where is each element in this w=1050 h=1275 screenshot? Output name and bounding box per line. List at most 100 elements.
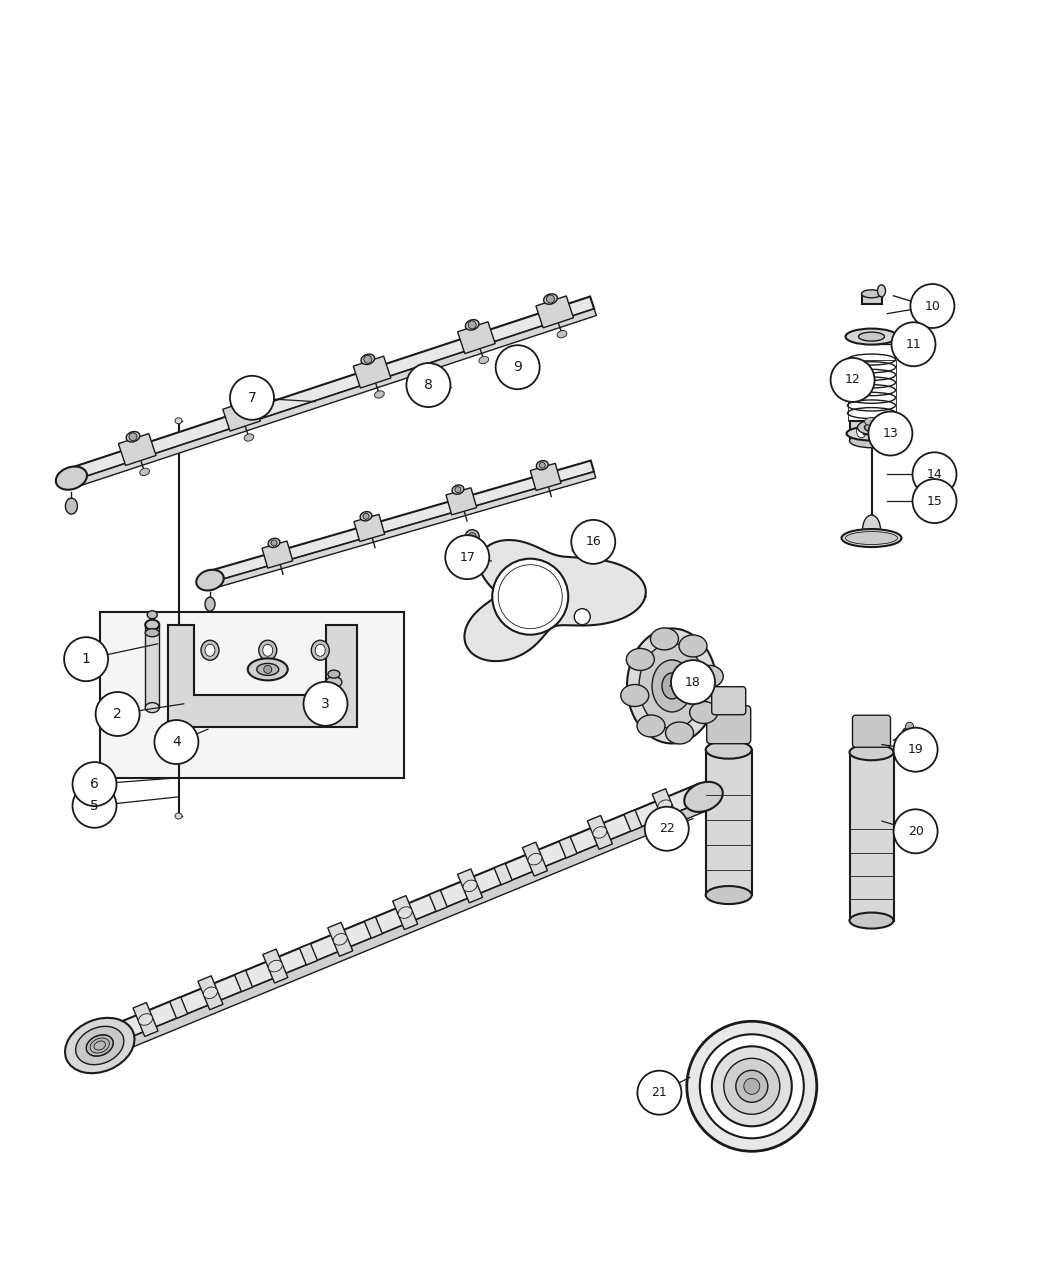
- Circle shape: [637, 1071, 681, 1114]
- Ellipse shape: [845, 329, 898, 344]
- Circle shape: [271, 539, 277, 546]
- Ellipse shape: [145, 620, 160, 630]
- Circle shape: [154, 720, 198, 764]
- Ellipse shape: [849, 745, 894, 760]
- Circle shape: [712, 1047, 792, 1126]
- Text: 7: 7: [248, 391, 256, 404]
- Ellipse shape: [558, 330, 567, 338]
- Polygon shape: [211, 472, 595, 589]
- Text: 12: 12: [844, 374, 861, 386]
- Text: 15: 15: [926, 495, 943, 507]
- Text: 11: 11: [905, 338, 922, 351]
- Polygon shape: [133, 1002, 159, 1037]
- Bar: [706, 750, 752, 895]
- Ellipse shape: [269, 960, 282, 972]
- Polygon shape: [624, 810, 642, 831]
- Ellipse shape: [453, 484, 464, 495]
- Text: 8: 8: [424, 379, 433, 391]
- Circle shape: [233, 398, 242, 407]
- Ellipse shape: [65, 1017, 134, 1074]
- Ellipse shape: [845, 532, 898, 544]
- Ellipse shape: [662, 673, 682, 699]
- Ellipse shape: [264, 666, 272, 673]
- Polygon shape: [530, 463, 561, 491]
- Ellipse shape: [76, 1026, 124, 1065]
- Circle shape: [72, 762, 117, 806]
- Ellipse shape: [706, 886, 752, 904]
- Polygon shape: [587, 816, 612, 849]
- Ellipse shape: [140, 468, 149, 476]
- Ellipse shape: [257, 663, 278, 676]
- Circle shape: [891, 323, 936, 366]
- Ellipse shape: [864, 417, 879, 426]
- Circle shape: [546, 295, 554, 303]
- Ellipse shape: [262, 644, 273, 657]
- Ellipse shape: [201, 640, 219, 660]
- Ellipse shape: [375, 390, 384, 398]
- Polygon shape: [234, 970, 253, 992]
- Text: 10: 10: [924, 300, 941, 312]
- Polygon shape: [536, 296, 573, 328]
- Circle shape: [699, 1034, 804, 1139]
- Circle shape: [496, 346, 540, 389]
- Polygon shape: [393, 895, 418, 929]
- Ellipse shape: [878, 284, 885, 297]
- Circle shape: [406, 363, 450, 407]
- Ellipse shape: [858, 421, 885, 435]
- Polygon shape: [208, 460, 594, 583]
- Ellipse shape: [639, 644, 705, 728]
- Circle shape: [445, 536, 489, 579]
- Circle shape: [671, 660, 715, 704]
- Ellipse shape: [861, 289, 882, 298]
- Circle shape: [363, 514, 369, 519]
- Ellipse shape: [846, 427, 897, 440]
- Ellipse shape: [903, 727, 917, 737]
- Ellipse shape: [859, 332, 884, 342]
- Polygon shape: [328, 922, 353, 956]
- Ellipse shape: [86, 1035, 113, 1056]
- Ellipse shape: [666, 722, 694, 745]
- Circle shape: [723, 1058, 780, 1114]
- Text: 3: 3: [321, 697, 330, 710]
- Ellipse shape: [479, 356, 488, 363]
- Ellipse shape: [311, 640, 330, 660]
- Circle shape: [455, 487, 461, 492]
- Ellipse shape: [864, 423, 879, 431]
- Circle shape: [736, 1070, 768, 1103]
- Text: 19: 19: [907, 743, 924, 756]
- Ellipse shape: [398, 907, 413, 918]
- Bar: [861, 293, 882, 303]
- Polygon shape: [364, 917, 382, 938]
- Ellipse shape: [196, 570, 224, 590]
- FancyBboxPatch shape: [707, 705, 751, 743]
- Ellipse shape: [857, 423, 866, 437]
- Circle shape: [743, 1079, 760, 1094]
- Polygon shape: [102, 801, 709, 1058]
- Text: 21: 21: [651, 1086, 668, 1099]
- Ellipse shape: [205, 597, 215, 611]
- Polygon shape: [446, 488, 477, 515]
- Polygon shape: [299, 944, 317, 965]
- Text: 20: 20: [907, 825, 924, 838]
- Bar: [145, 625, 160, 708]
- Circle shape: [571, 520, 615, 564]
- Circle shape: [574, 608, 590, 625]
- Polygon shape: [100, 612, 404, 778]
- Ellipse shape: [231, 397, 245, 408]
- Circle shape: [303, 682, 348, 725]
- Ellipse shape: [248, 658, 288, 681]
- Ellipse shape: [849, 434, 894, 448]
- Circle shape: [96, 692, 140, 736]
- Circle shape: [645, 807, 689, 850]
- Ellipse shape: [841, 529, 902, 547]
- Text: 4: 4: [172, 736, 181, 748]
- Text: 18: 18: [685, 676, 701, 688]
- Text: 5: 5: [90, 799, 99, 812]
- Polygon shape: [223, 399, 260, 431]
- Ellipse shape: [326, 677, 342, 687]
- Bar: [847, 360, 896, 421]
- Ellipse shape: [849, 913, 894, 928]
- Ellipse shape: [126, 431, 140, 442]
- Polygon shape: [68, 297, 594, 481]
- Polygon shape: [262, 949, 288, 983]
